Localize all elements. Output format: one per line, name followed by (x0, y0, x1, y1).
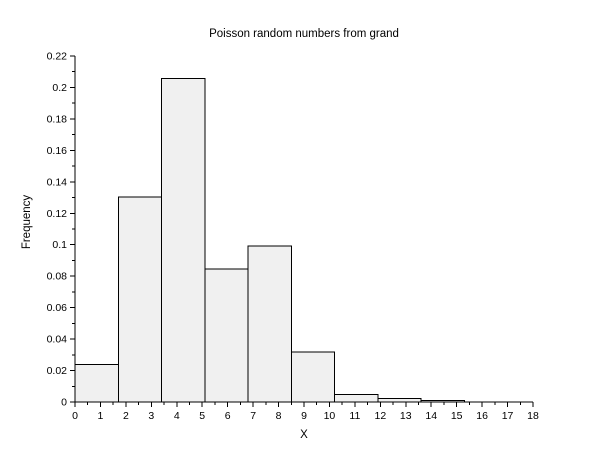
y-tick-label: 0.16 (47, 145, 68, 157)
y-tick-label: 0.22 (47, 51, 68, 63)
y-tick-label: 0.1 (52, 239, 67, 251)
y-axis-label: Frequency (21, 194, 33, 250)
x-tick-label: 1 (98, 410, 104, 422)
histogram-bar (377, 397, 422, 403)
y-tick-label: 0 (61, 397, 67, 409)
x-tick-label: 14 (425, 410, 437, 422)
x-tick-label: 3 (148, 410, 154, 422)
y-tick-label: 0.14 (47, 176, 68, 188)
x-tick-label: 4 (174, 410, 180, 422)
x-tick-label: 11 (349, 410, 360, 422)
histogram-bar (247, 245, 292, 403)
x-tick-label: 13 (400, 410, 412, 422)
y-tick-label: 0.12 (47, 208, 68, 220)
x-tick-label: 9 (301, 410, 307, 422)
y-tick-label: 0.04 (47, 334, 68, 346)
x-tick-label: 6 (225, 410, 231, 422)
histogram-bar (74, 364, 119, 403)
histogram-bar (290, 351, 336, 403)
y-tick-label: 0.08 (47, 271, 68, 283)
x-tick-label: 18 (527, 410, 539, 422)
x-tick-label: 15 (451, 410, 463, 422)
histogram-bar (334, 394, 379, 403)
y-tick-label: 0.2 (52, 82, 67, 94)
y-tick-label: 0.06 (47, 302, 68, 314)
y-tick-label: 0.02 (47, 365, 68, 377)
histogram-bar (117, 196, 163, 403)
histogram-bar (161, 77, 206, 403)
x-tick-label: 5 (199, 410, 205, 422)
x-tick-label: 7 (250, 410, 256, 422)
x-tick-label: 16 (476, 410, 488, 422)
x-tick-label: 17 (502, 410, 514, 422)
x-tick-label: 12 (374, 410, 386, 422)
chart-title: Poisson random numbers from grand (209, 28, 399, 40)
x-tick-label: 2 (123, 410, 129, 422)
x-axis-label: X (300, 429, 308, 441)
histogram-bar (204, 268, 249, 403)
x-tick-label: 0 (72, 410, 78, 422)
x-tick-label: 10 (324, 410, 336, 422)
y-tick-label: 0.18 (47, 113, 68, 125)
x-tick-label: 8 (276, 410, 282, 422)
